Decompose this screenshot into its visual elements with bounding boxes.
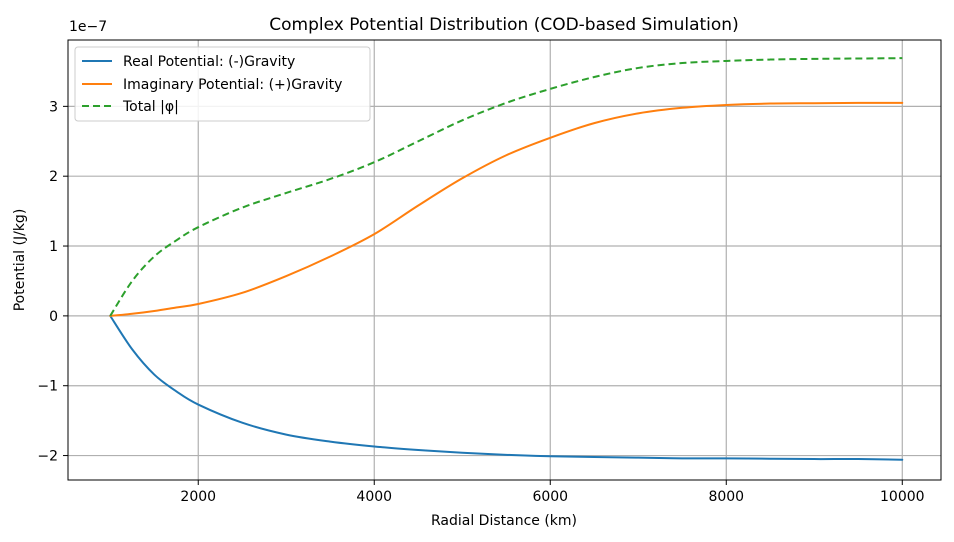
y-tick-label: −1 xyxy=(37,379,58,395)
legend-box xyxy=(74,46,371,122)
legend-label-imaginary-potential: Imaginary Potential: (+)Gravity xyxy=(123,77,342,93)
x-tick-label: 10000 xyxy=(880,489,925,505)
y-tick-label: 1 xyxy=(49,239,58,255)
total-potential-line xyxy=(109,57,903,317)
x-tick-label: 6000 xyxy=(532,489,568,505)
x-tick-label: 8000 xyxy=(708,489,744,505)
legend-label-total-potential: Total |φ| xyxy=(122,99,179,115)
imaginary-potential-line xyxy=(109,101,904,317)
legend-label-real-potential: Real Potential: (-)Gravity xyxy=(123,54,295,70)
grid-lines xyxy=(68,40,941,480)
series-lines xyxy=(109,57,904,461)
legend: Real Potential: (-)Gravity Imaginary Pot… xyxy=(74,46,371,122)
real-potential-line xyxy=(109,314,904,461)
y-offset-label: 1e−7 xyxy=(69,19,107,35)
axis-ticks: 2000 4000 6000 8000 10000 −2 −1 0 1 2 3 xyxy=(37,99,924,505)
x-tick-label: 2000 xyxy=(180,489,216,505)
chart-title: Complex Potential Distribution (COD-base… xyxy=(269,15,738,35)
y-tick-label: 2 xyxy=(49,169,58,185)
y-axis-title: Potential (J/kg) xyxy=(12,209,28,312)
plot-frame xyxy=(67,39,942,481)
y-tick-label: 3 xyxy=(49,99,58,115)
x-axis-title: Radial Distance (km) xyxy=(431,513,577,529)
x-tick-label: 4000 xyxy=(356,489,392,505)
y-tick-label: −2 xyxy=(37,449,58,465)
y-tick-label: 0 xyxy=(49,309,58,325)
